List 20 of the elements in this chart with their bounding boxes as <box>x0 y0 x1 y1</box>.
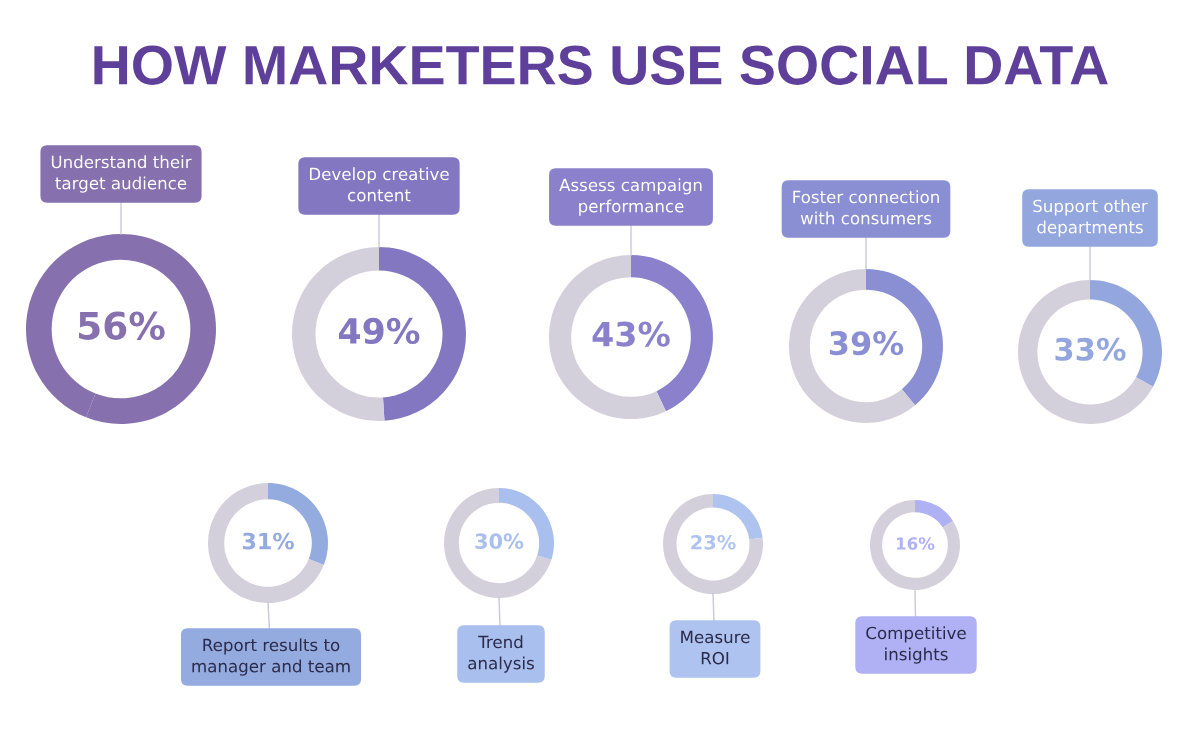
text: HOW MARKETERS USE SOCIAL DATA <box>94 45 1108 85</box>
chart-title: Assess campaign performance <box>559 178 702 216</box>
text: Trend analysis <box>468 635 534 673</box>
data-label: 49% <box>339 317 420 345</box>
chart-title: Develop creative content <box>309 167 449 202</box>
data-label: 30% <box>475 533 524 550</box>
text: Measure ROI <box>681 630 750 665</box>
data-label: 23% <box>691 534 736 550</box>
data-label: 31% <box>242 532 294 550</box>
chart-title: Foster connection with consumers <box>793 190 939 225</box>
data-label: 33% <box>1055 337 1126 361</box>
data-label: 16% <box>896 537 935 550</box>
chart-title: Support other departments <box>1033 199 1148 237</box>
text: Competitive insights <box>866 626 966 664</box>
text: Report results to manager and team <box>192 638 350 676</box>
data-label: 39% <box>829 331 904 356</box>
chart-title: Understand their target audience <box>51 155 192 193</box>
donut-slice <box>915 500 953 528</box>
data-label: 43% <box>592 321 670 347</box>
data-label: 56% <box>79 311 165 340</box>
